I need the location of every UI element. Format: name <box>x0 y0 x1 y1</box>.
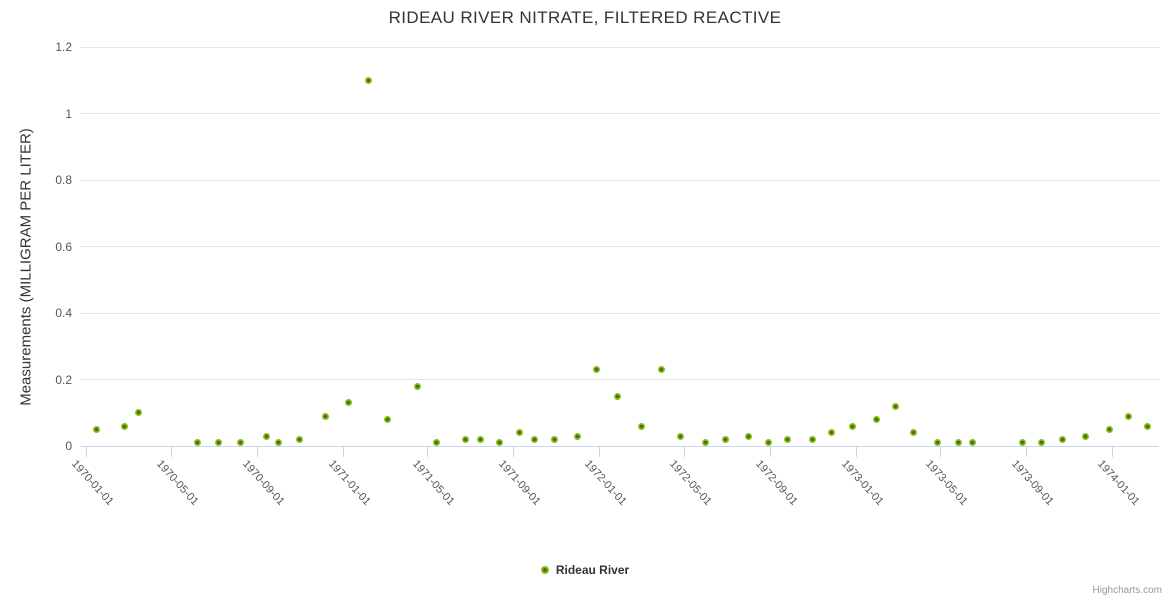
data-point[interactable] <box>593 366 601 374</box>
data-point[interactable] <box>892 402 900 410</box>
data-point[interactable] <box>954 439 962 447</box>
data-point[interactable] <box>1106 425 1114 433</box>
data-point[interactable] <box>383 415 391 423</box>
data-point[interactable] <box>296 435 304 443</box>
data-point[interactable] <box>721 435 729 443</box>
data-point[interactable] <box>784 435 792 443</box>
gridline <box>80 179 1159 181</box>
x-axis-tick <box>1026 447 1028 457</box>
x-axis-tick-label: 1970-05-01 <box>153 458 201 508</box>
data-point[interactable] <box>638 422 646 430</box>
data-point[interactable] <box>1059 435 1067 443</box>
data-point[interactable] <box>934 439 942 447</box>
data-point[interactable] <box>135 409 143 417</box>
x-axis-line <box>80 446 1159 447</box>
gridline <box>80 379 1159 380</box>
data-point[interactable] <box>477 435 485 443</box>
data-point[interactable] <box>1144 422 1152 430</box>
y-axis-tick-label: 0.8 <box>55 173 72 187</box>
x-axis-tick-label: 1973-01-01 <box>838 458 886 508</box>
x-axis-tick-label: 1972-05-01 <box>666 458 714 508</box>
data-point[interactable] <box>515 429 523 437</box>
data-point[interactable] <box>848 422 856 430</box>
x-axis-tick <box>598 447 600 457</box>
legend-marker-icon <box>540 566 549 574</box>
data-point[interactable] <box>701 439 709 447</box>
highcharts-credit-link[interactable]: Highcharts.com <box>1092 585 1162 596</box>
y-axis-tick-label: 1 <box>65 106 72 121</box>
data-point[interactable] <box>744 432 752 440</box>
x-axis-tick <box>426 447 428 457</box>
x-axis-tick <box>256 447 258 457</box>
data-point[interactable] <box>461 435 469 443</box>
data-point[interactable] <box>657 366 665 374</box>
data-point[interactable] <box>193 439 201 447</box>
x-axis-tick <box>342 447 344 457</box>
chart-title: RIDEAU RIVER NITRATE, FILTERED REACTIVE <box>388 8 782 27</box>
y-axis-tick-label: 1.2 <box>55 40 72 54</box>
gridline <box>80 46 1159 48</box>
legend-series-label: Rideau River <box>555 563 630 577</box>
data-point[interactable] <box>321 412 329 420</box>
gridline <box>80 113 1159 114</box>
data-point[interactable] <box>345 399 353 407</box>
data-point[interactable] <box>910 429 918 437</box>
legend[interactable]: Rideau River <box>0 563 1170 577</box>
data-point[interactable] <box>120 422 128 430</box>
y-axis-tick-label: 0.6 <box>55 239 72 254</box>
x-axis-tick-label: 1974-01-01 <box>1095 458 1142 508</box>
x-axis-tick <box>86 447 88 457</box>
x-axis-tick-label: 1973-05-01 <box>923 458 970 508</box>
x-axis-tick-label: 1972-01-01 <box>581 458 629 508</box>
x-axis-tick <box>513 447 515 457</box>
x-axis-tick-label: 1970-01-01 <box>69 458 116 508</box>
data-point[interactable] <box>275 439 283 447</box>
x-axis-tick-label: 1971-09-01 <box>496 458 543 508</box>
data-point[interactable] <box>433 439 441 447</box>
data-point[interactable] <box>414 382 422 390</box>
gridline <box>80 246 1159 247</box>
x-axis-tick <box>939 447 941 457</box>
gridline <box>80 312 1159 314</box>
data-point[interactable] <box>365 76 373 84</box>
x-axis-tick-label: 1970-09-01 <box>239 458 287 508</box>
data-point[interactable] <box>676 432 684 440</box>
x-axis-tick-label: 1973-09-01 <box>1009 458 1056 508</box>
data-point[interactable] <box>496 439 504 447</box>
data-point[interactable] <box>214 439 222 447</box>
data-point[interactable] <box>827 429 835 437</box>
data-point[interactable] <box>969 439 977 447</box>
data-point[interactable] <box>551 435 559 443</box>
data-point[interactable] <box>1018 439 1026 447</box>
data-point[interactable] <box>873 415 881 423</box>
x-axis-tick <box>1111 447 1113 457</box>
data-point[interactable] <box>237 439 245 447</box>
data-point[interactable] <box>1124 412 1132 420</box>
data-point[interactable] <box>1082 432 1090 440</box>
x-axis-tick-label: 1971-05-01 <box>409 458 457 508</box>
x-axis-tick <box>683 447 685 457</box>
x-axis-tick <box>770 447 772 457</box>
y-axis-tick-label: 0 <box>65 439 72 453</box>
y-axis-title: Measurements (MILLIGRAM PER LITER) <box>17 128 35 406</box>
y-axis-tick-label: 0.4 <box>55 306 72 320</box>
y-axis-tick-label: 0.2 <box>55 372 72 387</box>
x-axis-tick <box>170 447 172 457</box>
data-point[interactable] <box>614 392 622 400</box>
data-point[interactable] <box>531 435 539 443</box>
data-point[interactable] <box>574 432 582 440</box>
x-axis-tick <box>855 447 857 457</box>
data-point[interactable] <box>765 439 773 447</box>
x-axis-tick-label: 1971-01-01 <box>325 458 373 508</box>
data-point[interactable] <box>262 432 270 440</box>
data-point[interactable] <box>808 435 816 443</box>
data-point[interactable] <box>93 425 101 433</box>
x-axis-tick-label: 1972-09-01 <box>753 458 800 508</box>
data-point[interactable] <box>1038 439 1046 447</box>
